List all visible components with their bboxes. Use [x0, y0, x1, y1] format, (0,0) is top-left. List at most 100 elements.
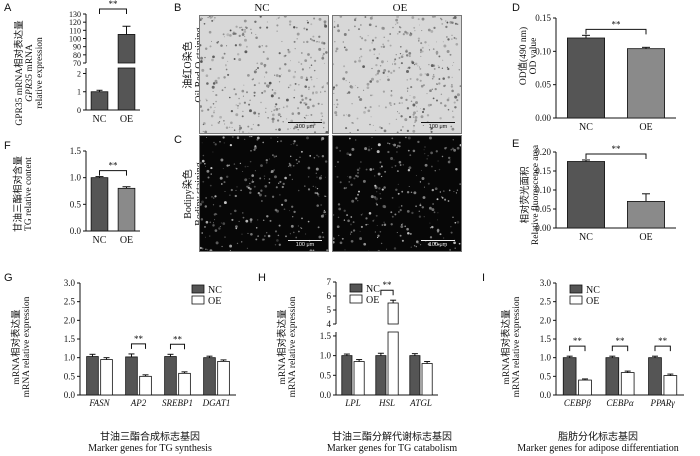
significance-label: ** [616, 336, 626, 346]
panel-g-caption-cn: 甘油三酯合成标志基因 [100, 432, 200, 443]
legend-label: NC [366, 284, 380, 295]
scale-bar: 100 μm [421, 121, 455, 130]
panel-label-f: F [4, 140, 11, 152]
panel-e-ylabel-cn: 相对荧光面积 [521, 166, 531, 224]
y-tick-label: 0.05 [535, 80, 551, 90]
micrograph-texture [333, 136, 461, 251]
y-tick-label: 70 [73, 59, 81, 68]
bar-nc [567, 161, 606, 229]
x-tick-label: OE [120, 235, 133, 246]
significance-bracket [585, 153, 647, 159]
significance-bracket [130, 343, 147, 349]
x-tick-label: SREBP1 [162, 398, 193, 408]
panel-h-caption-cn: 甘油三酯分解代谢标志基因 [332, 432, 452, 443]
panel-d-ylabel-cn: OD值(490 nm) [519, 26, 529, 86]
significance-bracket [169, 343, 186, 350]
panel-label-i: I [482, 272, 486, 284]
legend-swatch-nc [349, 283, 363, 293]
micro-row-c-label-cn: Bodipy染色 [183, 169, 194, 219]
micrograph-texture [200, 136, 328, 251]
x-tick-label: OE [120, 114, 133, 125]
scale-bar: 100 μm [421, 239, 455, 248]
y-tick-label: 2.5 [540, 297, 552, 307]
bodipy-nc-image: 100 μm [199, 135, 329, 252]
y-tick-label: 0.0 [70, 226, 82, 236]
y-tick-label: 110 [69, 26, 81, 35]
micro-col-nc: NC [254, 2, 270, 14]
micro-row-b-label-cn: 油红O染色 [183, 41, 194, 89]
panel-f-ylabel-en: TG relative content [24, 157, 34, 231]
y-tick-label: 0.00 [535, 113, 551, 123]
significance-bracket [569, 345, 586, 352]
y-tick-label: 0.10 [535, 46, 551, 56]
y-tick-label: 80 [73, 51, 81, 60]
scale-bar-label: 100 μm [295, 242, 315, 248]
x-tick-label: NC [579, 232, 593, 243]
x-tick-label: NC [579, 122, 593, 133]
oil-red-o-oe-image: 100 μm [332, 15, 462, 134]
bar-nc [605, 357, 620, 396]
significance-label: ** [109, 161, 119, 171]
y-tick-label: 120 [69, 18, 81, 27]
panel-h-ylabel: mRNA相对表达量 mRNA relative expression [278, 282, 300, 412]
significance-label: ** [573, 336, 583, 346]
y-tick-label: 0.5 [64, 371, 76, 381]
y-tick-label: 5 [327, 305, 332, 315]
bar-oe-lower [387, 331, 399, 396]
significance-label: ** [612, 144, 622, 154]
panel-f-ylabel-cn: 甘油三酯相对含量 [14, 156, 24, 233]
scale-bar-label: 100 μm [428, 242, 448, 248]
y-tick-label: 2 [77, 69, 81, 78]
panel-label-c: C [174, 134, 182, 146]
significance-label: ** [658, 336, 668, 346]
panel-g-caption-en: Marker genes for TG synthesis [88, 443, 212, 454]
oil-red-o-nc-image: 100 μm [199, 15, 329, 134]
bar-oe [663, 375, 678, 396]
y-tick-label: 0.20 [535, 147, 551, 157]
x-tick-label: NC [93, 114, 107, 125]
panel-g-caption: 甘油三酯合成标志基因 Marker genes for TG synthesis [50, 432, 250, 454]
significance-bracket [611, 345, 629, 352]
legend-label: OE [366, 295, 379, 306]
y-tick-label: 4 [327, 319, 332, 329]
y-tick-label: 3.0 [540, 278, 552, 288]
y-tick-label: 7 [327, 277, 332, 287]
y-tick-label: 0.0 [540, 390, 552, 400]
panel-h-ylabel-en: mRNA relative expression [288, 296, 298, 398]
panel-e-ylabel-en: Relative fluorescence area [531, 144, 541, 246]
panel-i-caption: 脂肪分化标志基因 Marker genes for adipose differ… [496, 432, 700, 454]
legend-label: OE [586, 296, 599, 307]
legend-swatch-nc [191, 284, 205, 294]
x-tick-label: AP2 [130, 398, 147, 408]
y-tick-label: 0.0 [320, 390, 332, 400]
legend-swatch-oe [191, 295, 205, 305]
legend-label: OE [208, 296, 221, 307]
panel-d-ylabel: OD值(490 nm) OD value [519, 6, 541, 106]
panel-h-ylabel-cn: mRNA相对表达量 [278, 309, 288, 385]
significance-label: ** [612, 19, 622, 29]
panel-e-ylabel: 相对荧光面积 Relative fluorescence area [521, 135, 543, 255]
panel-label-d: D [512, 2, 520, 14]
panel-label-e: E [512, 138, 520, 150]
y-tick-label: 0.5 [320, 370, 332, 380]
legend-swatch-oe [349, 294, 363, 304]
y-tick-label: 1.0 [540, 353, 552, 363]
panel-label-h: H [258, 272, 266, 284]
bar-oe [620, 372, 635, 396]
micrograph-texture [200, 16, 328, 133]
bar-oe [578, 379, 592, 396]
y-tick-label: 0.10 [535, 185, 551, 195]
x-tick-label: NC [93, 235, 107, 246]
legend-swatch-oe [569, 295, 583, 305]
panel-i-ylabel: mRNA相对表达量 mRNA relative expression [502, 282, 524, 412]
